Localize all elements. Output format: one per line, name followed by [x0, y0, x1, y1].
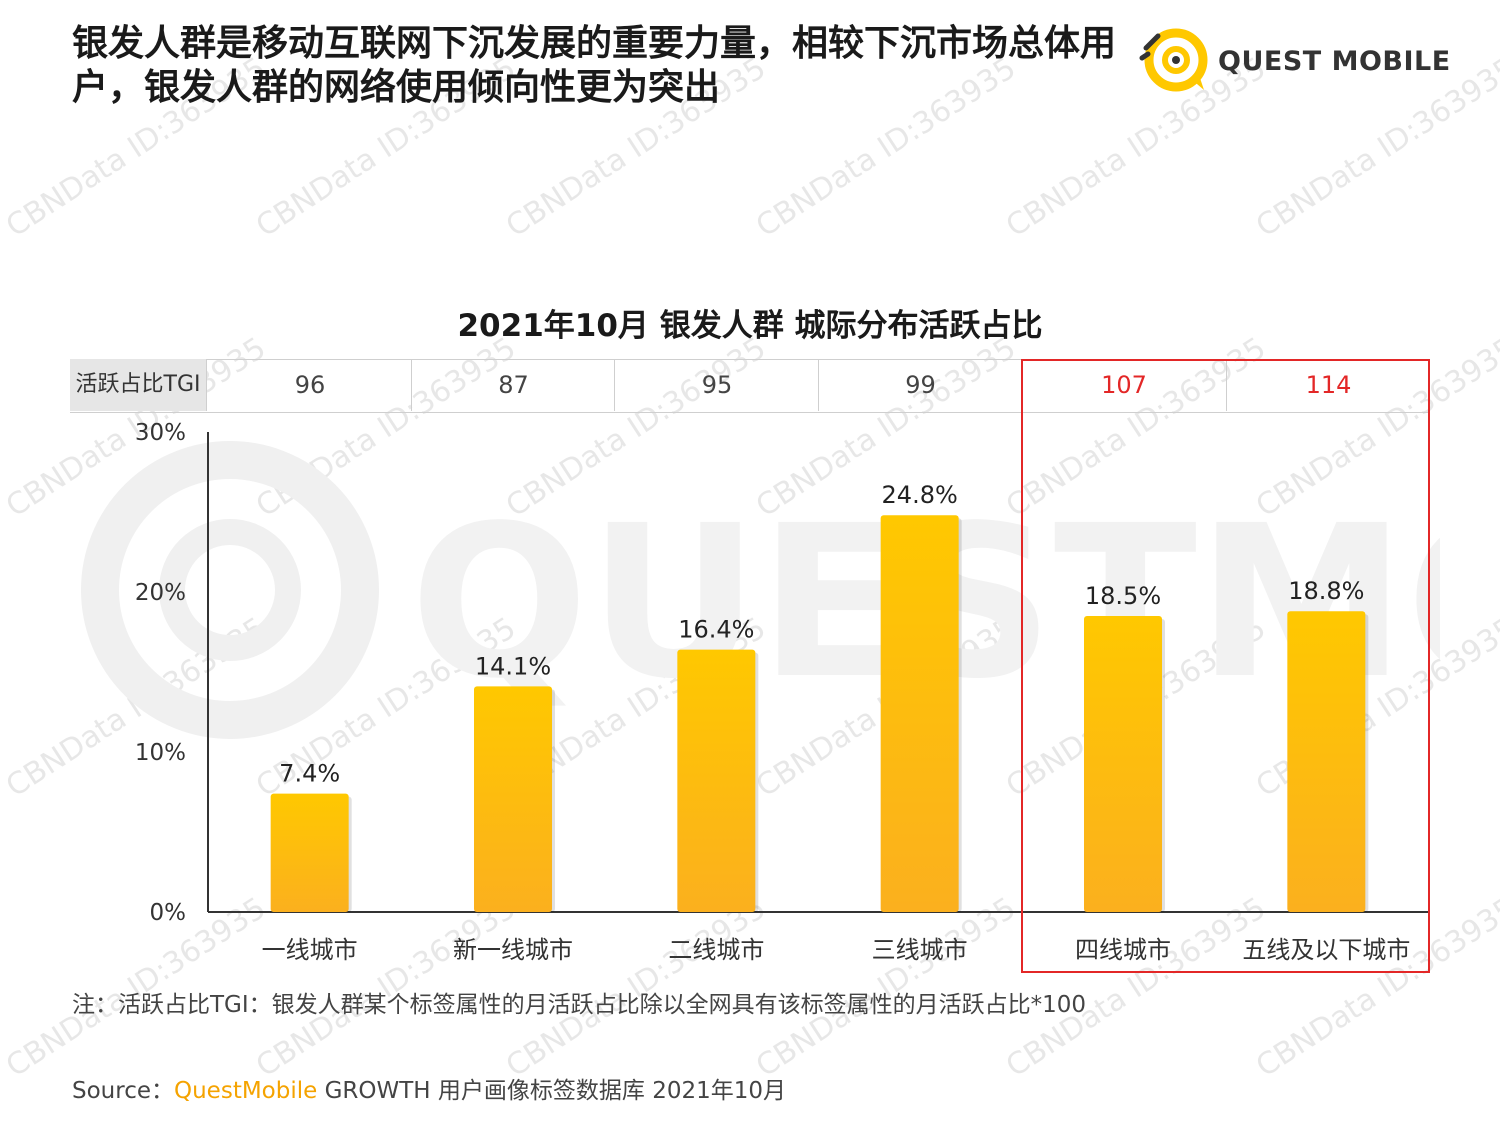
chart-title: 2021年10月 银发人群 城际分布活跃占比: [457, 308, 1043, 344]
highlight-box: [1021, 359, 1430, 973]
x-tick-label: 二线城市: [668, 936, 764, 964]
bar-value-label: 14.1%: [475, 652, 551, 680]
questmobile-logo-icon: [1139, 28, 1208, 92]
y-tick-label: 10%: [135, 740, 186, 766]
tgi-value: 87: [498, 371, 529, 399]
tgi-value: 107: [1101, 371, 1147, 399]
footnote: 注：活跃占比TGI：银发人群某个标签属性的月活跃占比除以全网具有该标签属性的月活…: [72, 992, 1087, 1018]
source-rest: GROWTH 用户画像标签数据库 2021年10月: [317, 1078, 787, 1104]
tgi-separator: [614, 359, 615, 411]
x-tick-label: 一线城市: [262, 936, 358, 964]
bar: [474, 686, 552, 912]
tgi-separator: [1226, 359, 1227, 411]
x-tick-label: 五线及以下城市: [1242, 936, 1410, 964]
bar: [677, 649, 756, 912]
brand-name: QUEST MOBILE: [1218, 46, 1451, 77]
x-tick-label: 三线城市: [872, 936, 968, 964]
tgi-separator: [411, 359, 412, 411]
bar-value-label: 24.8%: [882, 481, 958, 509]
bar-value-label: 7.4%: [279, 760, 340, 788]
y-tick-label: 0%: [150, 900, 187, 926]
bar-value-label: 18.5%: [1085, 582, 1161, 610]
bar-value-label: 16.4%: [678, 616, 754, 644]
source-prefix: Source：: [72, 1078, 174, 1104]
x-tick-label: 四线城市: [1075, 936, 1171, 964]
source-line: Source：QuestMobile GROWTH 用户画像标签数据库 2021…: [72, 1071, 786, 1105]
y-tick-label: 30%: [135, 420, 186, 446]
bar: [270, 793, 349, 912]
tgi-separator: [818, 359, 819, 411]
x-tick-label: 新一线城市: [453, 936, 573, 964]
bar-chart: 0% 10% 20% 30% 7.4% 一线城市 14.1% 新一线城市 16.4% 二线城市 24…: [135, 420, 1428, 964]
bar: [880, 515, 959, 912]
watermark-text: CBNData ID:363935: [1250, 50, 1500, 245]
bar-value-label: 18.8%: [1288, 577, 1364, 605]
tgi-value: 95: [701, 371, 733, 399]
tgi-separator: [206, 359, 207, 411]
tgi-row-label: 活跃占比TGI: [70, 359, 206, 411]
tgi-row: [70, 359, 1430, 413]
bar: [1084, 616, 1162, 912]
tgi-value: 99: [905, 371, 936, 399]
tgi-value: 96: [294, 371, 326, 399]
bar: [1287, 611, 1366, 912]
tgi-value: 114: [1305, 371, 1352, 399]
source-brand: QuestMobile: [174, 1078, 318, 1104]
y-tick-label: 20%: [135, 580, 186, 606]
page-headline: 银发人群是移动互联网下沉发展的重要力量，相较下沉市场总体用户，银发人群的网络使用…: [72, 23, 1117, 108]
